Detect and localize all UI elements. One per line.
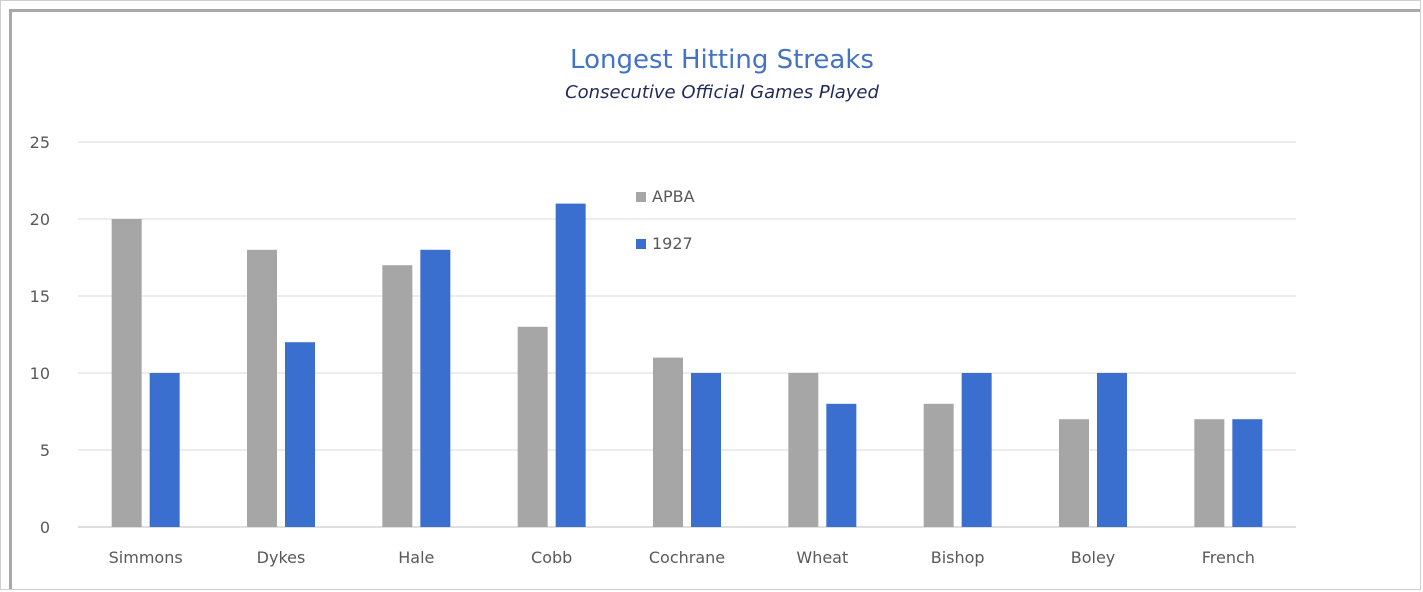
bar-1927-simmons [149,373,180,527]
bar-1927-cochrane [691,373,721,527]
y-tick-label: 15 [30,287,50,306]
x-tick-label: Cochrane [649,548,725,567]
x-tick-label: Boley [1071,548,1116,567]
bar-apba-wheat [788,373,819,527]
bar-apba-boley [1059,419,1089,527]
x-tick-label: Dykes [257,548,306,567]
bar-1927-wheat [826,403,857,527]
bar-1927-cobb [555,203,586,527]
bar-1927-bishop [961,373,992,527]
bar-apba-dykes [247,249,277,528]
chart-subtitle: Consecutive Official Games Played [565,82,879,103]
y-tick-label: 5 [40,441,50,460]
bar-1927-dykes [285,342,315,527]
x-tick-label: Bishop [931,548,985,567]
bar-1927-french [1232,419,1263,527]
bar-apba-cochrane [653,357,683,527]
x-tick-label: Wheat [796,548,848,567]
legend-label: APBA [652,187,695,206]
y-tick-label: 0 [40,518,50,537]
x-tick-label: Simmons [109,548,183,567]
chart-title: Longest Hitting Streaks [570,45,874,75]
x-tick-label: French [1202,548,1255,567]
y-tick-label: 20 [30,210,50,229]
legend-swatch [636,239,646,249]
bar-apba-bishop [923,403,954,527]
legend-label: 1927 [652,234,693,253]
y-tick-label: 10 [30,364,50,383]
bar-apba-simmons [111,219,142,527]
legend-swatch [636,192,646,202]
bar-1927-boley [1097,373,1127,527]
bar-1927-hale [420,249,451,528]
y-tick-label: 25 [30,133,50,152]
bar-apba-cobb [517,326,548,527]
x-tick-label: Cobb [531,548,572,567]
x-tick-label: Hale [398,548,434,567]
bar-apba-hale [382,265,413,527]
bar-apba-french [1194,419,1225,527]
